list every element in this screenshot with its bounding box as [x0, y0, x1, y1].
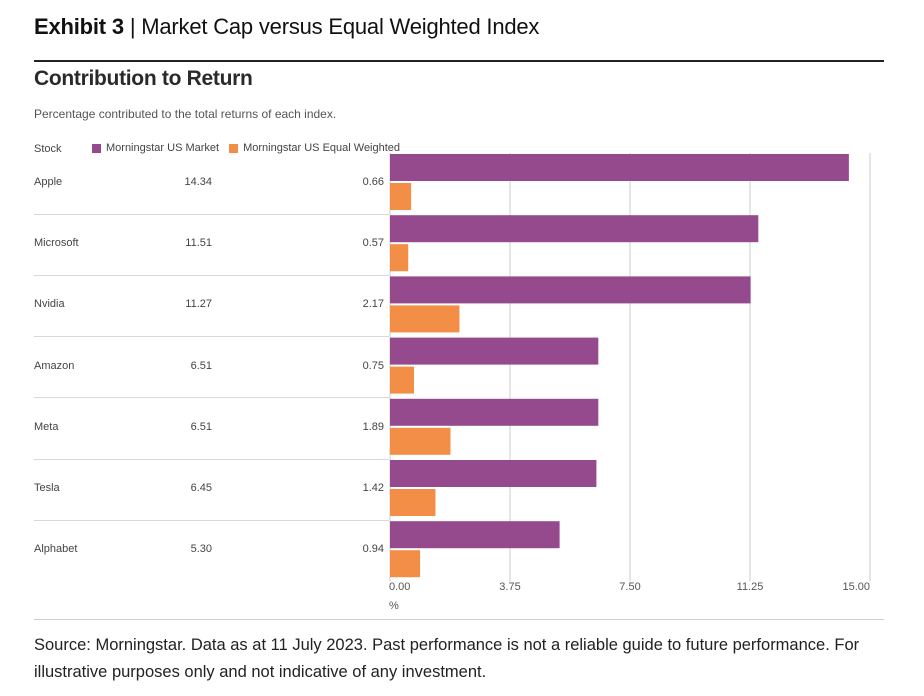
stock-column-header: Stock: [34, 143, 62, 155]
row-value-market-nvidia: 11.27: [185, 298, 212, 311]
row-value-equal-apple: 0.66: [362, 176, 384, 188]
chart-subtitle: Percentage contributed to the total retu…: [34, 107, 337, 121]
bar-market-microsoft: [390, 215, 759, 243]
x-tick-label-3: 11.25: [737, 581, 764, 593]
row-value-equal-meta: 1.89: [362, 420, 384, 433]
row-label-microsoft: Microsoft: [34, 237, 79, 250]
row-value-equal-alphabet: 0.94: [362, 543, 384, 556]
row-value-market-microsoft: 11.51: [185, 237, 212, 250]
legend-label-market: Morningstar US Market: [106, 142, 220, 154]
bar-equal-nvidia: [390, 305, 460, 333]
bar-equal-meta: [390, 427, 451, 455]
legend-swatch-market: [92, 143, 101, 153]
source-note: Source: Morningstar. Data as at 11 July …: [34, 636, 860, 681]
bar-equal-tesla: [390, 489, 436, 516]
row-separator: [34, 213, 389, 215]
bar-market-alphabet: [390, 521, 560, 549]
x-axis-label: %: [389, 600, 399, 612]
bar-equal-amazon: [390, 366, 414, 394]
bar-equal-alphabet: [390, 550, 421, 578]
exhibit-title: Market Cap versus Equal Weighted Index: [141, 14, 540, 39]
row-value-market-meta: 6.51: [190, 420, 212, 433]
legend-item-market: Morningstar US Market: [92, 142, 219, 154]
bar-market-meta: [390, 398, 599, 426]
bottom-rule: [34, 619, 884, 620]
row-value-market-apple: 14.34: [184, 176, 212, 188]
row-value-market-amazon: 6.51: [190, 359, 212, 372]
bar-market-tesla: [390, 460, 597, 487]
x-tick-label-2: 7.50: [619, 581, 640, 593]
row-separator: [34, 274, 389, 276]
row-label-meta: Meta: [34, 420, 59, 433]
x-tick-label-4: 15.00: [842, 581, 870, 593]
row-label-alphabet: Alphabet: [34, 543, 78, 556]
x-tick-label-0: 0.00: [389, 581, 410, 593]
bar-equal-apple: [390, 183, 412, 210]
bar-market-apple: [390, 154, 849, 181]
legend-item-equal: Morningstar US Equal Weighted: [229, 142, 400, 154]
row-label-amazon: Amazon: [34, 359, 75, 372]
row-label-tesla: Tesla: [34, 482, 60, 494]
legend-label-equal: Morningstar US Equal Weighted: [243, 142, 401, 154]
chart-title: Contribution to Return: [34, 67, 253, 90]
legend-swatch-equal: [229, 143, 239, 153]
bar-market-nvidia: [390, 276, 751, 304]
legend: Morningstar US Market Morningstar US Equ…: [92, 142, 410, 154]
row-separator: [34, 519, 389, 521]
row-value-market-tesla: 6.45: [190, 482, 212, 494]
row-value-equal-nvidia: 2.17: [362, 298, 384, 311]
row-label-apple: Apple: [34, 176, 63, 188]
row-separator: [34, 458, 389, 460]
exhibit-heading: Exhibit 3 | Market Cap versus Equal Weig…: [34, 14, 539, 40]
row-label-nvidia: Nvidia: [34, 298, 65, 311]
exhibit-number: Exhibit 3: [34, 14, 124, 39]
row-value-equal-microsoft: 0.57: [362, 237, 384, 250]
row-value-equal-tesla: 1.42: [362, 482, 384, 494]
x-tick-label-1: 3.75: [499, 581, 520, 593]
row-value-market-alphabet: 5.30: [190, 543, 212, 556]
row-separator: [34, 336, 389, 338]
exhibit-separator: |: [129, 14, 136, 39]
bar-equal-microsoft: [390, 244, 409, 272]
row-separator: [34, 397, 389, 399]
bar-market-amazon: [390, 337, 599, 365]
row-value-equal-amazon: 0.75: [362, 359, 384, 372]
top-rule: [34, 60, 884, 62]
